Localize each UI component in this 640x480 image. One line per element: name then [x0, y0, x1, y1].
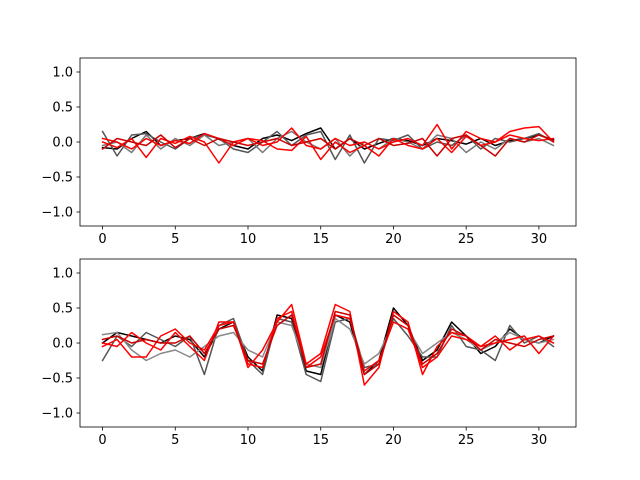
x-tick-label: 20 [385, 232, 402, 247]
x-tick-label: 0 [98, 433, 106, 448]
x-tick-label: 15 [312, 433, 329, 448]
series-group [101, 123, 555, 164]
series-line-6 [101, 134, 555, 157]
x-tick-label: 0 [98, 232, 106, 247]
axes-1: 0 5 10 15 20 25 30 −1.0 −0.5 0.0 0.5 1.0 [41, 57, 577, 247]
y-tick-label: 1.0 [52, 267, 73, 282]
x-tick-label: 25 [458, 232, 475, 247]
series-line-2 [101, 130, 555, 164]
series-line-6 [101, 310, 555, 376]
x-tick-label: 30 [531, 232, 548, 247]
y-tick-label: 0.0 [52, 337, 73, 352]
y-tick-label: −1.0 [41, 407, 73, 422]
x-tick-label: 5 [171, 232, 179, 247]
y-tick-label: −0.5 [41, 171, 73, 186]
x-tick-label: 10 [240, 232, 257, 247]
y-tick-label: 1.0 [52, 66, 73, 81]
x-tick-label: 20 [385, 433, 402, 448]
series-group [101, 303, 555, 386]
y-tick-label: 0.5 [52, 302, 73, 317]
y-tick-label: 0.0 [52, 136, 73, 151]
x-tick-label: 5 [171, 433, 179, 448]
series-line-2 [101, 317, 555, 383]
y-tick-label: −0.5 [41, 372, 73, 387]
y-tick-label: −1.0 [41, 206, 73, 221]
x-tick-label: 30 [531, 433, 548, 448]
y-tick-label: 0.5 [52, 101, 73, 116]
axes-2: 0 5 10 15 20 25 30 −1.0 −0.5 0.0 0.5 1.0 [41, 258, 577, 448]
x-tick-label: 25 [458, 433, 475, 448]
x-tick-label: 10 [240, 433, 257, 448]
x-tick-label: 15 [312, 232, 329, 247]
